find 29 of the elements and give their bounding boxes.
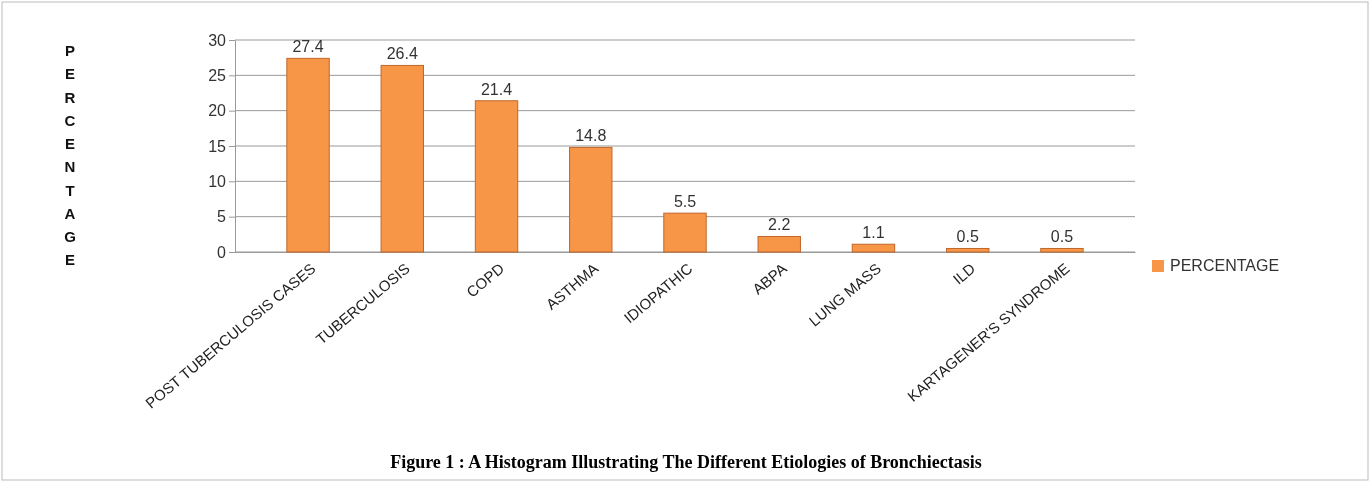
caption: Figure 1 : A Histogram Illustrating The Different Etiologies of Bronchiectasis [390,452,982,472]
data-label: 1.1 [862,224,885,242]
bar [569,146,613,253]
data-label: 14.8 [575,127,607,145]
bar [474,100,519,253]
y-tick-label: 5 [217,208,227,226]
data-label: 0.5 [956,228,979,246]
text: PERCENTAGE [64,42,76,269]
bar [851,243,896,253]
y-tick-label: 20 [208,102,227,120]
y-tick-label: 25 [208,66,227,84]
bar [1040,247,1084,253]
data-label: 2.2 [768,216,791,234]
data-label: 21.4 [480,80,513,98]
data-label: 0.5 [1050,228,1074,246]
bar [663,212,707,253]
legend-label: PERCENTAGE [1170,257,1280,274]
y-tick-label: 0 [217,243,227,261]
y-tick-label: 15 [208,137,227,155]
bar [380,64,424,253]
bar [946,247,990,253]
y-tick-label: 30 [208,31,227,49]
x-tick-label: ILD [949,259,979,288]
bar [286,57,330,253]
data-label: 27.4 [292,38,324,56]
data-label: 5.5 [673,193,697,211]
y-tick-label: 10 [208,172,227,190]
bar [757,235,801,253]
data-label: 26.4 [386,45,418,63]
